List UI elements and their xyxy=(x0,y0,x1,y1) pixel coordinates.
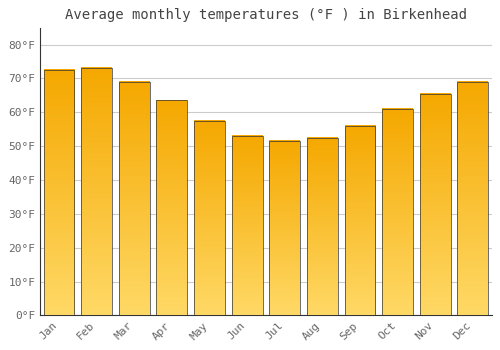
Bar xyxy=(44,70,74,315)
Bar xyxy=(344,126,376,315)
Bar xyxy=(232,136,262,315)
Bar xyxy=(382,109,413,315)
Bar xyxy=(270,141,300,315)
Bar xyxy=(81,68,112,315)
Bar xyxy=(458,82,488,315)
Bar xyxy=(420,94,450,315)
Title: Average monthly temperatures (°F ) in Birkenhead: Average monthly temperatures (°F ) in Bi… xyxy=(65,8,467,22)
Bar xyxy=(119,82,150,315)
Bar xyxy=(156,100,188,315)
Bar xyxy=(194,121,225,315)
Bar xyxy=(307,138,338,315)
